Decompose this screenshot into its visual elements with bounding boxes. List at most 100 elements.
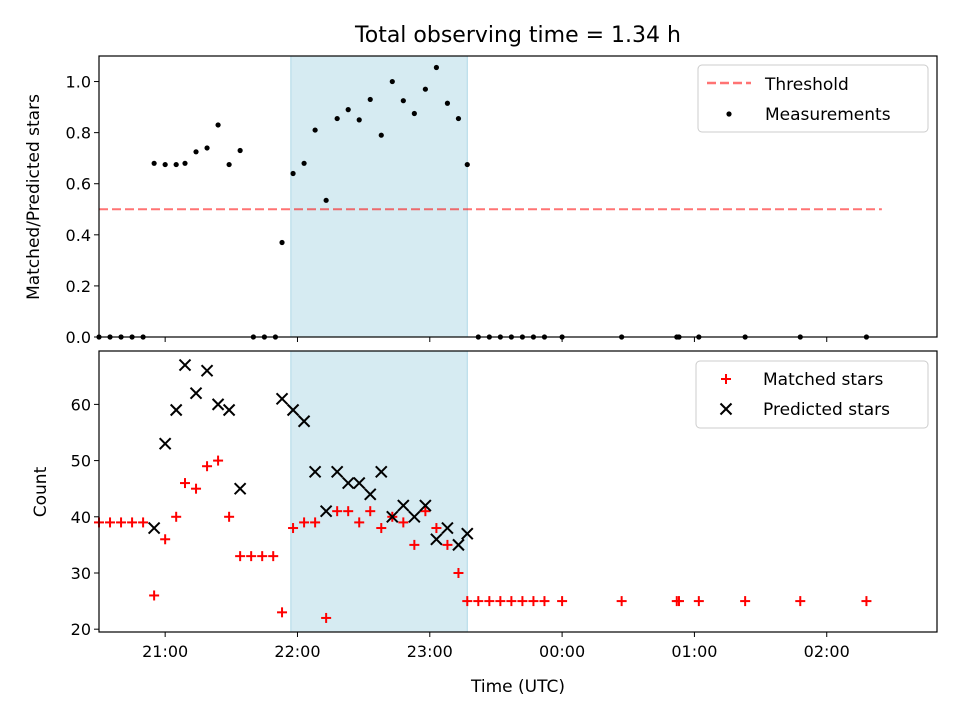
bottom-panel: 20 30 40 50 60 21:00 22:00 23:00 00:00 01:00 02:00 <box>71 350 938 661</box>
measurement-point <box>162 161 168 168</box>
measurement-point <box>323 197 329 203</box>
matched-point <box>693 596 704 607</box>
predicted-point <box>452 538 465 552</box>
predicted-point <box>353 476 366 490</box>
matched-point <box>442 539 453 550</box>
predicted-point <box>441 521 454 535</box>
matched-point <box>138 517 149 528</box>
cross-b <box>147 521 161 535</box>
y-tick-label: 30 <box>71 564 91 583</box>
bottom-y-axis-label: Count <box>31 466 51 517</box>
matched-point <box>180 478 191 489</box>
cross-b <box>364 488 377 501</box>
matched-point <box>861 596 872 607</box>
y-tick-label: 0.0 <box>66 328 91 347</box>
matched-point <box>116 517 127 528</box>
cross-b <box>233 482 247 495</box>
matched-point <box>484 596 495 607</box>
matched-point <box>257 551 268 562</box>
matched-point <box>616 596 627 607</box>
measurement-point <box>345 107 351 113</box>
predicted-point <box>178 358 192 372</box>
matched-point <box>557 596 568 607</box>
matched-point <box>431 523 442 534</box>
predicted-point <box>147 521 161 535</box>
measurement-point <box>433 64 440 71</box>
cross-b <box>341 476 355 490</box>
cross-b <box>386 510 399 523</box>
matched-point <box>453 567 464 578</box>
matched-point <box>673 596 684 607</box>
top-plot-frame <box>98 55 938 338</box>
observing-window-shade <box>290 55 468 338</box>
matched-point <box>495 596 506 607</box>
measurement-point <box>411 110 417 117</box>
matched-point <box>246 551 257 562</box>
matched-point <box>528 596 539 607</box>
x-tick-label: 21:00 <box>142 642 188 661</box>
measurement-point <box>464 161 470 168</box>
cross-b <box>211 398 225 411</box>
chart-title: Total observing time = 1.34 h <box>354 23 681 48</box>
matched-point <box>539 596 550 607</box>
observing-window-shade <box>290 350 468 633</box>
matched-point <box>235 551 246 562</box>
matched-point <box>473 596 484 607</box>
measurement-point <box>444 100 451 106</box>
cross-b <box>178 358 192 372</box>
predicted-point <box>397 499 410 512</box>
measurement-point <box>151 160 157 166</box>
x-tick-label: 22:00 <box>274 642 320 661</box>
measurement-point <box>455 115 462 122</box>
predicted-point <box>233 482 247 495</box>
predicted-point <box>308 465 322 479</box>
measurement-point <box>367 96 373 103</box>
cross-b <box>419 499 432 512</box>
top-legend-box <box>697 64 929 133</box>
matched-point <box>398 517 409 528</box>
predicted-point <box>297 415 311 428</box>
matched-point <box>213 455 224 466</box>
legend-predicted-label: Predicted stars <box>763 400 890 420</box>
predicted-point <box>419 499 432 512</box>
measurement-point <box>237 147 243 154</box>
predicted-point <box>461 527 474 540</box>
matched-point <box>354 517 365 528</box>
matched-point <box>332 506 343 517</box>
y-tick-label: 60 <box>71 395 91 414</box>
cross-b <box>189 386 203 400</box>
bottom-plot-frame <box>98 350 938 633</box>
matched-point <box>191 483 202 494</box>
y-tick-label: 0.8 <box>66 124 91 143</box>
measurement-point <box>204 145 210 151</box>
cross-b <box>375 465 388 479</box>
matched-point <box>268 551 279 562</box>
predicted-point <box>169 403 183 417</box>
cross-b <box>452 538 465 552</box>
matched-point <box>321 612 332 623</box>
predicted-point <box>286 403 300 417</box>
matched-point <box>105 517 116 528</box>
measurement-point <box>356 117 362 123</box>
x-tick-label: 02:00 <box>804 642 850 661</box>
predicted-point <box>222 403 236 417</box>
measurement-point <box>378 132 384 138</box>
x-tick-label: 00:00 <box>539 642 585 661</box>
x-tick-label: 23:00 <box>407 642 453 661</box>
measurement-point <box>173 161 179 168</box>
cross-b <box>275 392 289 405</box>
predicted-point <box>189 386 203 400</box>
cross-b <box>353 476 366 490</box>
matched-point <box>740 596 751 607</box>
matched-point <box>420 506 431 517</box>
matched-point <box>202 461 213 472</box>
measurement-point <box>290 170 296 177</box>
top-panel: 0.0 0.2 0.4 0.6 0.8 1.0 <box>66 55 938 347</box>
cross-b <box>297 415 311 428</box>
cross-b <box>222 403 236 417</box>
matched-point <box>376 523 387 534</box>
matched-point <box>310 517 321 528</box>
predicted-point <box>375 465 388 479</box>
x-axis-label: Time (UTC) <box>470 677 565 697</box>
predicted-point <box>330 465 344 479</box>
